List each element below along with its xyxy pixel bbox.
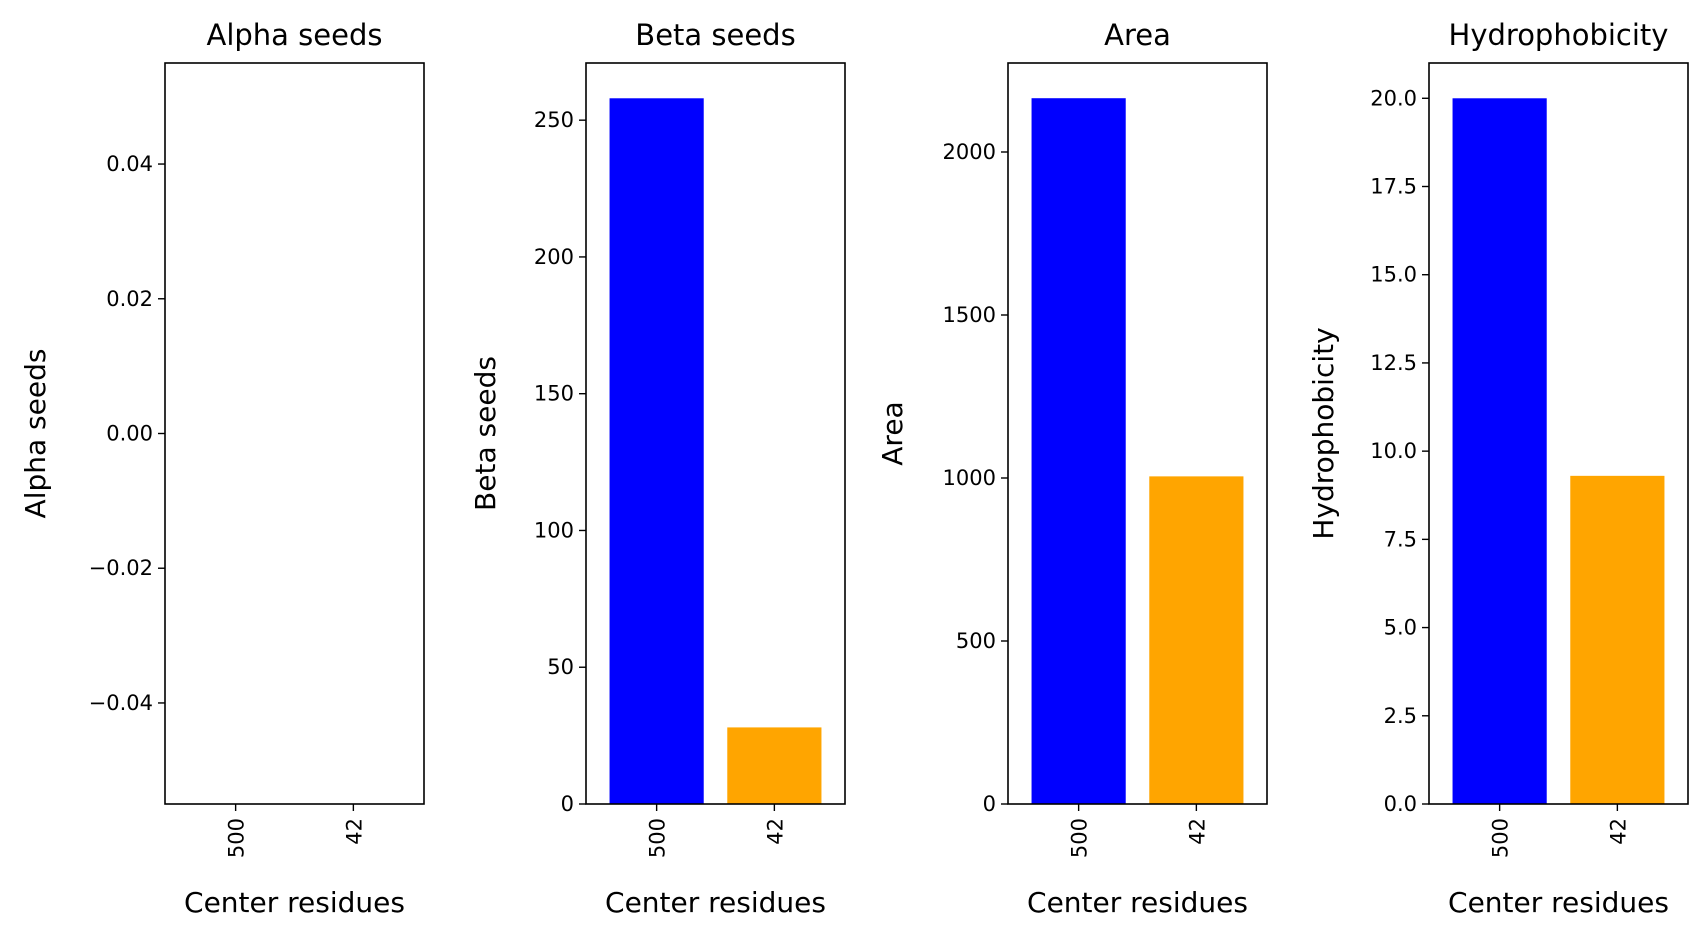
y-tick-label: 1000 xyxy=(943,466,996,490)
y-tick-label: 0 xyxy=(561,792,574,816)
bar-42 xyxy=(727,727,822,804)
y-tick-label: 100 xyxy=(534,518,574,542)
y-tick-label: 50 xyxy=(547,655,574,679)
panel-0: −0.04 −0.02 0.00 0.02 0.04 500 42 Alpha seeds Ce… xyxy=(19,18,425,919)
y-tick-label: 5.0 xyxy=(1384,616,1417,640)
y-tick-label: 17.5 xyxy=(1370,175,1417,199)
axes-frame xyxy=(585,62,846,805)
panel-title: Alpha seeds xyxy=(207,18,383,52)
panel-3: 0.0 2.5 5.0 7.5 10.0 12.5 15.0 17.5 20.0 500 42 Hyd… xyxy=(1307,18,1689,919)
y-tick-label: 0.00 xyxy=(106,422,153,446)
x-tick-label-500: 500 xyxy=(646,818,670,858)
panel-2: 0 500 1000 1500 2000 500 42 Area Center residues… xyxy=(876,18,1268,919)
y-tick-label: 500 xyxy=(956,629,996,653)
panel-title: Hydrophobicity xyxy=(1449,18,1669,52)
bar-42 xyxy=(1149,476,1244,804)
y-tick-label: 1500 xyxy=(943,303,996,327)
y-tick-label: 0.04 xyxy=(106,152,153,176)
bar-42 xyxy=(1570,475,1665,804)
x-tick-label-500: 500 xyxy=(1489,818,1513,858)
y-tick-label: 2.5 xyxy=(1384,704,1417,728)
y-tick-label: 10.0 xyxy=(1370,439,1417,463)
y-tick-label: −0.02 xyxy=(89,556,153,580)
y-tick-label: 20.0 xyxy=(1370,86,1417,110)
y-tick-label: 200 xyxy=(534,245,574,269)
y-axis-label: Area xyxy=(876,401,909,465)
y-tick-label: 12.5 xyxy=(1370,351,1417,375)
x-tick-label-500: 500 xyxy=(225,818,249,858)
axes-frame xyxy=(1428,62,1689,805)
y-axis-label: Alpha seeds xyxy=(19,349,52,519)
y-tick-label: 250 xyxy=(534,108,574,132)
y-tick-label: 7.5 xyxy=(1384,527,1417,551)
x-tick-label-42: 42 xyxy=(342,818,366,845)
y-tick-label: 150 xyxy=(534,382,574,406)
x-axis-label: Center residues xyxy=(1027,886,1248,919)
y-axis-label: Hydrophobicity xyxy=(1307,327,1340,539)
y-axis-label: Beta seeds xyxy=(469,356,502,511)
x-axis-label: Center residues xyxy=(184,886,405,919)
y-tick-label: 0.0 xyxy=(1384,792,1417,816)
y-tick-label: 15.0 xyxy=(1370,263,1417,287)
x-axis-label: Center residues xyxy=(1448,886,1669,919)
axes-frame xyxy=(164,62,425,805)
x-tick-label-42: 42 xyxy=(1606,818,1630,845)
y-tick-label: 0 xyxy=(983,792,996,816)
panel-title: Beta seeds xyxy=(635,18,795,52)
x-tick-label-42: 42 xyxy=(763,818,787,845)
axes-frame xyxy=(1007,62,1268,805)
panel-1: 0 50 100 150 200 250 500 42 Beta seeds Center res… xyxy=(469,18,846,919)
y-tick-label: 0.02 xyxy=(106,287,153,311)
bar-500 xyxy=(609,98,704,805)
panel-title: Area xyxy=(1104,18,1171,52)
x-tick-label-42: 42 xyxy=(1185,818,1209,845)
x-axis-label: Center residues xyxy=(605,886,826,919)
bar-500 xyxy=(1031,98,1126,805)
y-tick-label: 2000 xyxy=(943,140,996,164)
bar-500 xyxy=(1452,98,1547,805)
y-tick-label: −0.04 xyxy=(89,691,153,715)
x-tick-label-500: 500 xyxy=(1068,818,1092,858)
